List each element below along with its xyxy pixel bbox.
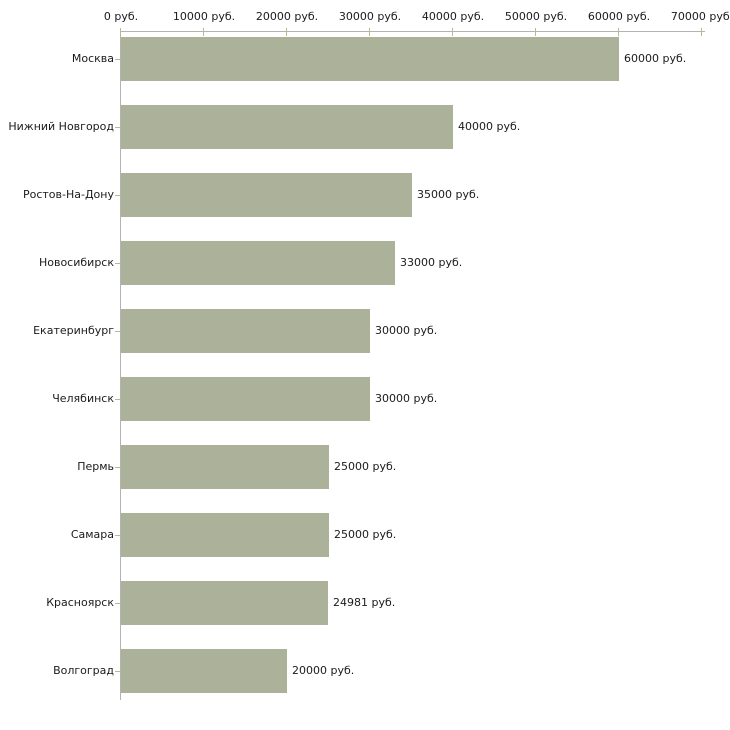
category-label: Волгоград bbox=[53, 664, 114, 677]
category-tick bbox=[115, 399, 120, 400]
bar-value-label: 24981 руб. bbox=[333, 596, 396, 609]
bar bbox=[121, 37, 619, 81]
bar bbox=[121, 173, 412, 217]
bar bbox=[121, 649, 287, 693]
x-axis-tick-label: 40000 руб. bbox=[421, 10, 485, 23]
bar-value-label: 30000 руб. bbox=[375, 324, 438, 337]
x-axis-tick bbox=[203, 28, 204, 36]
bar-value-label: 60000 руб. bbox=[624, 52, 687, 65]
x-axis-tick bbox=[452, 28, 453, 36]
category-tick bbox=[115, 195, 120, 196]
x-axis-line bbox=[120, 31, 705, 32]
category-label: Красноярск bbox=[46, 596, 114, 609]
category-label: Екатеринбург bbox=[33, 324, 114, 337]
x-axis-tick-label: 0 руб. bbox=[103, 10, 139, 23]
bar-value-label: 25000 руб. bbox=[334, 460, 397, 473]
category-tick bbox=[115, 603, 120, 604]
bar-value-label: 20000 руб. bbox=[292, 664, 355, 677]
x-axis-tick-label: 20000 руб. bbox=[255, 10, 319, 23]
x-axis-tick-label: 60000 руб. bbox=[587, 10, 651, 23]
y-axis-line bbox=[120, 31, 121, 700]
x-axis-tick bbox=[120, 28, 121, 36]
bar-value-label: 40000 руб. bbox=[458, 120, 521, 133]
bar bbox=[121, 309, 370, 353]
x-axis-tick bbox=[286, 28, 287, 36]
category-tick bbox=[115, 535, 120, 536]
bar bbox=[121, 377, 370, 421]
bar-value-label: 25000 руб. bbox=[334, 528, 397, 541]
category-label: Пермь bbox=[77, 460, 114, 473]
category-tick bbox=[115, 467, 120, 468]
x-axis-tick bbox=[535, 28, 536, 36]
bar-value-label: 30000 руб. bbox=[375, 392, 438, 405]
bar bbox=[121, 581, 328, 625]
category-tick bbox=[115, 127, 120, 128]
category-label: Челябинск bbox=[52, 392, 114, 405]
x-axis-tick-label: 50000 руб. bbox=[504, 10, 568, 23]
bar bbox=[121, 445, 329, 489]
bar-value-label: 35000 руб. bbox=[417, 188, 480, 201]
x-axis-tick-label: 30000 руб. bbox=[338, 10, 402, 23]
category-label: Москва bbox=[71, 52, 114, 65]
category-tick bbox=[115, 331, 120, 332]
category-label: Нижний Новгород bbox=[8, 120, 114, 133]
category-label: Самара bbox=[70, 528, 114, 541]
category-label: Новосибирск bbox=[38, 256, 114, 269]
bar bbox=[121, 241, 395, 285]
x-axis-tick bbox=[701, 28, 702, 36]
category-tick bbox=[115, 671, 120, 672]
category-tick bbox=[115, 263, 120, 264]
bar bbox=[121, 105, 453, 149]
category-tick bbox=[115, 59, 120, 60]
x-axis-tick bbox=[618, 28, 619, 36]
bar-value-label: 33000 руб. bbox=[400, 256, 463, 269]
category-label: Ростов-На-Дону bbox=[22, 188, 114, 201]
x-axis-tick-label: 10000 руб. bbox=[172, 10, 236, 23]
x-axis-tick bbox=[369, 28, 370, 36]
bar bbox=[121, 513, 329, 557]
x-axis-tick-label: 70000 руб. bbox=[670, 10, 730, 23]
